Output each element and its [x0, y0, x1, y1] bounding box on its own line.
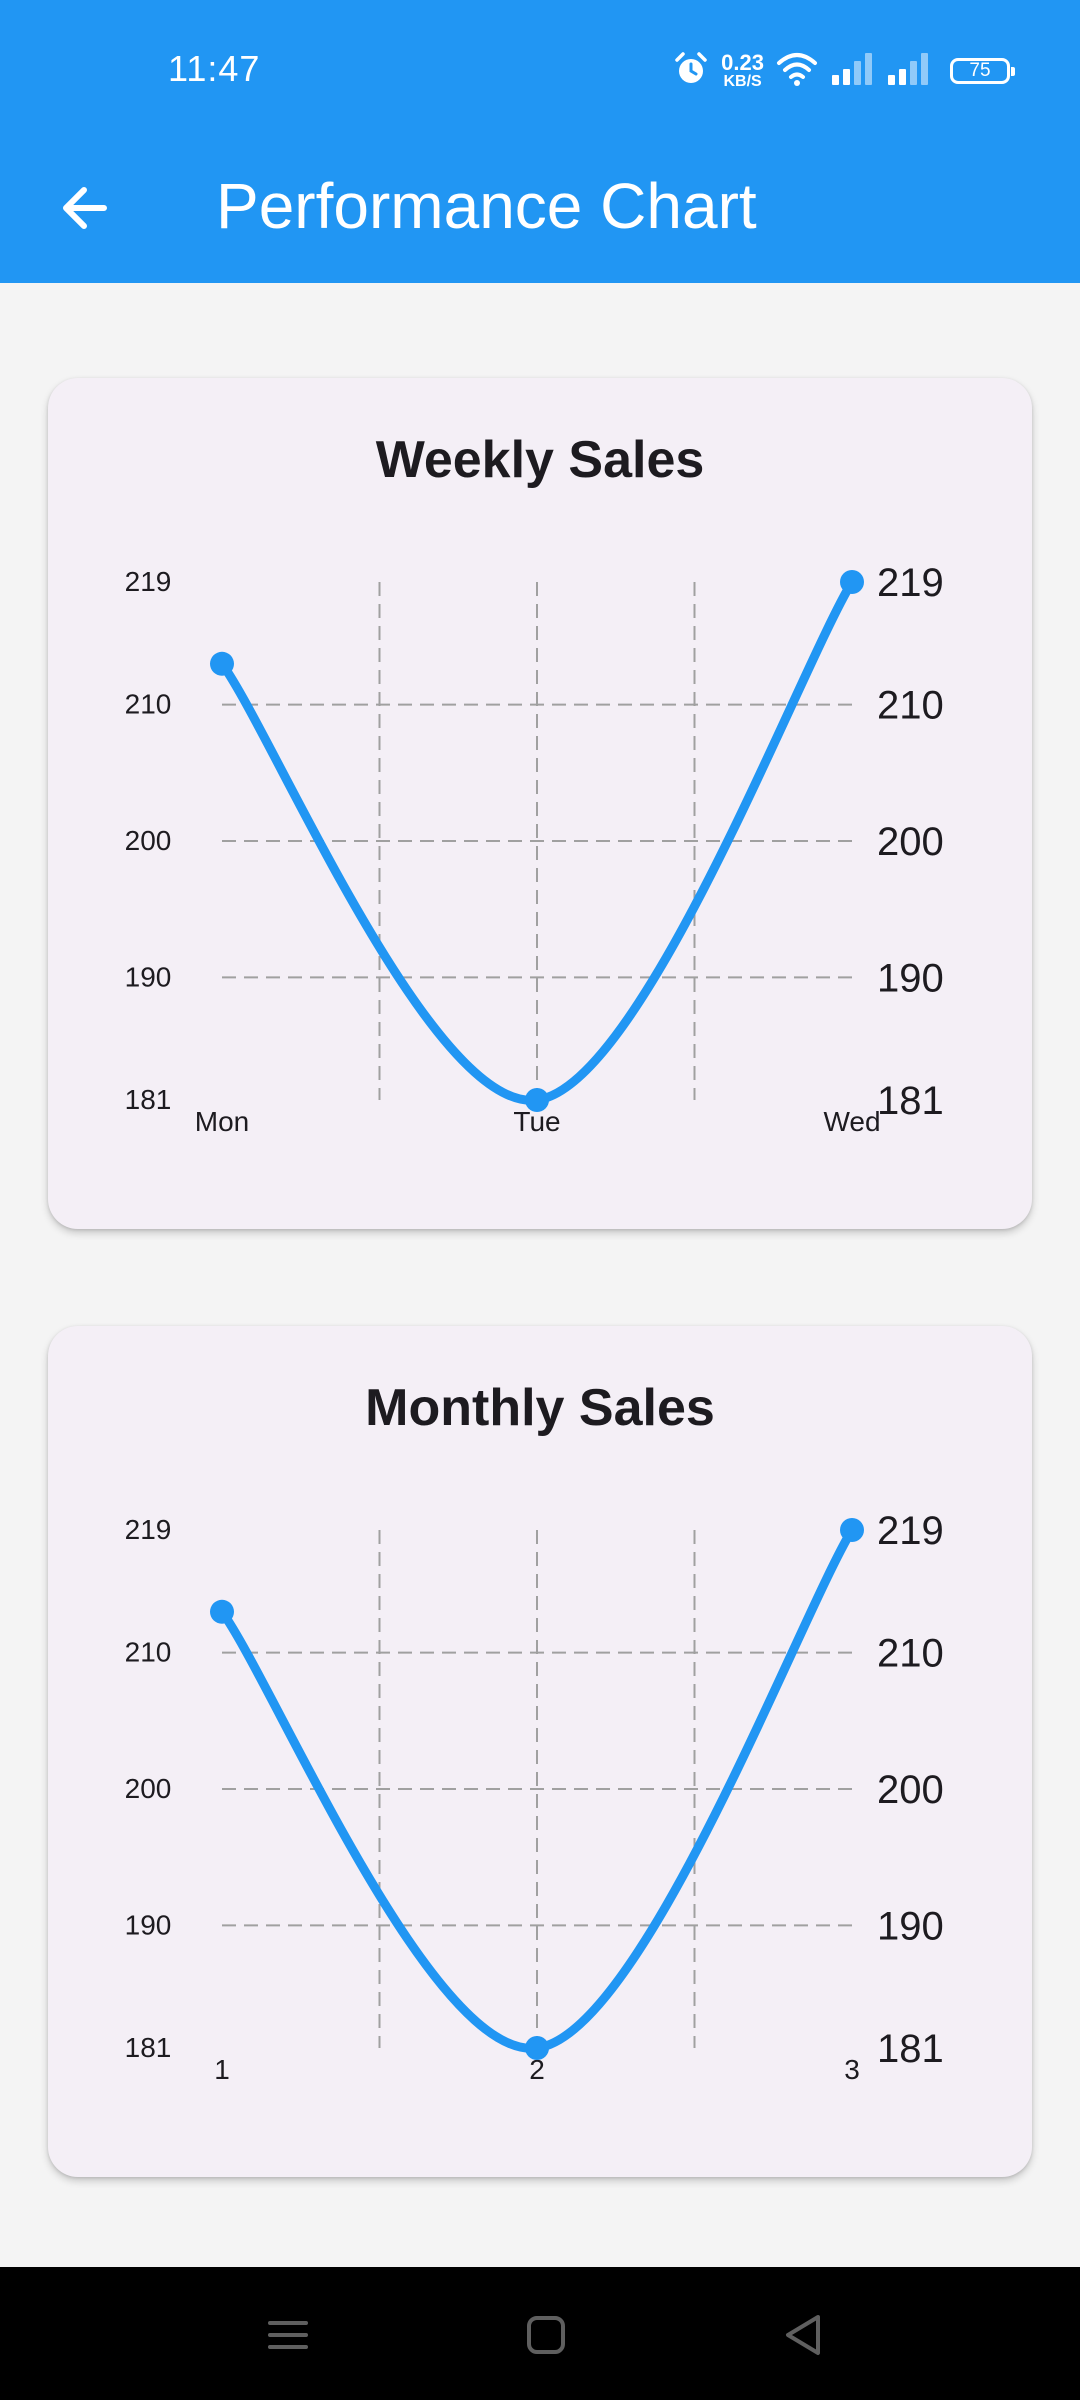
system-nav-bar: [0, 2267, 1080, 2400]
alarm-icon: [673, 51, 709, 92]
status-icons: 0.23 KB/S: [673, 46, 1015, 96]
app-bar: Performance Chart: [0, 140, 1080, 283]
monthly-sales-chart: 219 210 200 190 181 219 210 200 190 181 1 2 3: [125, 1509, 944, 2085]
chart-title: Monthly Sales: [365, 1379, 715, 1437]
y-tick-label-left: 181: [125, 2032, 172, 2063]
y-tick-label-right: 210: [877, 684, 944, 728]
status-time: 11:47: [168, 48, 261, 89]
data-point: [525, 2036, 549, 2060]
data-point: [525, 1088, 549, 1112]
status-bar: 11:47 0.23 KB/S: [0, 0, 1080, 140]
signal-icon: [886, 52, 930, 90]
y-tick-label-right: 219: [877, 1509, 944, 1553]
monthly-sales-card: Monthly Sales 219 210 200 190 181 219 210 200 19…: [48, 1326, 1032, 2177]
y-tick-label-right: 190: [877, 1904, 944, 1948]
net-speed-unit: KB/S: [723, 73, 762, 90]
y-tick-label-right: 200: [877, 1768, 944, 1812]
y-tick-label-left: 219: [125, 566, 172, 597]
y-tick-label-left: 210: [125, 1637, 172, 1668]
y-tick-label-left: 190: [125, 1909, 172, 1940]
data-point: [840, 1518, 864, 1542]
y-tick-label-right: 181: [877, 1079, 944, 1123]
signal-icon: [830, 52, 874, 90]
back-button[interactable]: [44, 168, 124, 248]
menu-icon: [268, 2321, 308, 2349]
data-point: [210, 1599, 234, 1624]
menu-button[interactable]: [260, 2307, 316, 2363]
data-point: [210, 651, 234, 676]
y-tick-label-right: 219: [877, 561, 944, 605]
data-point: [840, 570, 864, 594]
y-tick-label-left: 219: [125, 1514, 172, 1545]
y-tick-label-left: 210: [125, 689, 172, 720]
chart-title: Weekly Sales: [375, 431, 705, 489]
back-triangle-icon: [786, 2315, 820, 2355]
arrow-back-icon: [63, 187, 107, 229]
y-tick-label-right: 181: [877, 2027, 944, 2071]
page-title: Performance Chart: [216, 170, 757, 242]
x-tick-label: 1: [214, 2054, 230, 2085]
home-icon: [527, 2316, 565, 2354]
y-tick-label-right: 210: [877, 1632, 944, 1676]
y-tick-label-left: 200: [125, 1773, 172, 1804]
battery-icon: 75: [950, 58, 1015, 84]
back-nav-button[interactable]: [776, 2307, 832, 2363]
x-tick-label: Wed: [823, 1106, 880, 1137]
net-speed: 0.23 KB/S: [721, 52, 764, 90]
wifi-icon: [776, 51, 818, 92]
y-tick-label-left: 200: [125, 825, 172, 856]
net-speed-value: 0.23: [721, 50, 764, 75]
y-tick-label-left: 190: [125, 961, 172, 992]
y-tick-label-right: 200: [877, 820, 944, 864]
x-tick-label: Mon: [195, 1106, 249, 1137]
home-button[interactable]: [518, 2307, 574, 2363]
x-tick-label: 3: [844, 2054, 860, 2085]
y-tick-label-right: 190: [877, 956, 944, 1000]
x-tick-label: 2: [529, 2054, 545, 2085]
battery-level: 75: [969, 60, 991, 81]
y-tick-label-left: 181: [125, 1084, 172, 1115]
weekly-sales-card: Weekly Sales 219 210 200 190 181 219 210 200 190…: [48, 378, 1032, 1229]
